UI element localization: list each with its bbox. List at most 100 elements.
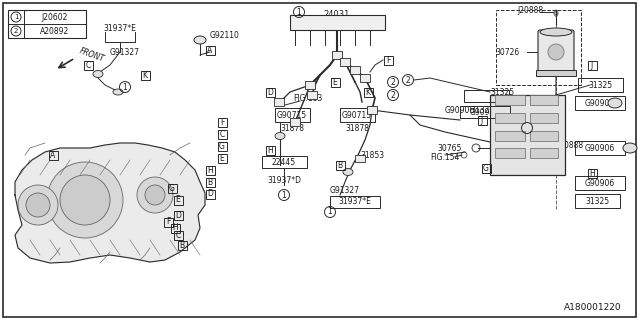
Text: G90906: G90906 — [470, 108, 500, 116]
FancyBboxPatch shape — [367, 106, 377, 114]
Text: G90906: G90906 — [585, 143, 615, 153]
Text: 1: 1 — [123, 83, 127, 92]
FancyBboxPatch shape — [360, 74, 370, 82]
Text: 31325: 31325 — [470, 106, 494, 115]
Text: 31325: 31325 — [588, 81, 612, 90]
FancyBboxPatch shape — [490, 95, 565, 175]
Ellipse shape — [93, 70, 103, 77]
Text: 2: 2 — [406, 76, 410, 84]
Ellipse shape — [113, 89, 123, 95]
FancyBboxPatch shape — [332, 51, 342, 59]
Text: 31878: 31878 — [345, 124, 369, 132]
Text: G90906: G90906 — [585, 99, 615, 108]
Text: 2: 2 — [14, 28, 18, 34]
Text: D: D — [207, 189, 213, 198]
FancyBboxPatch shape — [274, 98, 284, 106]
Text: G91327: G91327 — [330, 186, 360, 195]
Text: F: F — [166, 218, 170, 227]
Text: F: F — [386, 55, 390, 65]
Text: G: G — [169, 183, 175, 193]
Text: FIG.183: FIG.183 — [293, 93, 323, 102]
Circle shape — [26, 193, 50, 217]
FancyBboxPatch shape — [350, 66, 360, 74]
Text: 31853: 31853 — [360, 150, 384, 159]
Text: E: E — [220, 154, 225, 163]
Text: G90715: G90715 — [277, 110, 307, 119]
FancyBboxPatch shape — [495, 131, 525, 141]
Text: 2: 2 — [390, 91, 396, 100]
Text: C: C — [175, 230, 180, 239]
Text: J: J — [591, 60, 593, 69]
Text: F: F — [220, 117, 224, 126]
Text: 31325: 31325 — [585, 196, 609, 205]
FancyBboxPatch shape — [307, 91, 317, 99]
FancyBboxPatch shape — [495, 148, 525, 158]
Text: H: H — [589, 169, 595, 178]
FancyBboxPatch shape — [290, 118, 300, 126]
Text: FRONT: FRONT — [78, 46, 106, 64]
Text: A: A — [51, 150, 56, 159]
FancyBboxPatch shape — [530, 113, 558, 123]
FancyBboxPatch shape — [305, 81, 315, 89]
FancyBboxPatch shape — [538, 30, 574, 74]
Text: G90906: G90906 — [585, 179, 615, 188]
Text: C: C — [85, 60, 91, 69]
Text: E: E — [333, 77, 337, 86]
Text: H: H — [207, 165, 213, 174]
Text: G90906: G90906 — [445, 106, 475, 115]
Text: K: K — [365, 87, 371, 97]
Text: K: K — [143, 70, 147, 79]
FancyBboxPatch shape — [536, 70, 576, 76]
Text: 31937*E: 31937*E — [104, 23, 136, 33]
Text: G90715: G90715 — [342, 110, 372, 119]
Ellipse shape — [540, 28, 572, 36]
Circle shape — [18, 185, 58, 225]
Text: B: B — [207, 178, 212, 187]
FancyBboxPatch shape — [495, 113, 525, 123]
Polygon shape — [15, 143, 205, 263]
Ellipse shape — [623, 143, 637, 153]
Circle shape — [137, 177, 173, 213]
Text: 31325: 31325 — [490, 87, 514, 97]
Text: A20892: A20892 — [40, 27, 70, 36]
Text: G: G — [483, 164, 489, 172]
Text: G: G — [219, 141, 225, 150]
Text: A: A — [207, 45, 212, 54]
Text: 1: 1 — [328, 207, 332, 217]
Text: G92110: G92110 — [210, 30, 240, 39]
Text: G91327: G91327 — [110, 47, 140, 57]
Circle shape — [47, 162, 123, 238]
Text: 30726: 30726 — [496, 47, 520, 57]
Text: D: D — [175, 211, 181, 220]
Text: H: H — [172, 223, 178, 233]
Text: B: B — [337, 161, 342, 170]
Circle shape — [60, 175, 110, 225]
Ellipse shape — [275, 132, 285, 140]
Ellipse shape — [608, 98, 622, 108]
FancyBboxPatch shape — [340, 58, 350, 66]
Text: J20888: J20888 — [557, 140, 583, 149]
Text: D: D — [267, 87, 273, 97]
Text: FIG.154: FIG.154 — [430, 153, 460, 162]
FancyBboxPatch shape — [290, 15, 385, 30]
Text: G9122: G9122 — [497, 116, 522, 124]
Text: 30765: 30765 — [438, 143, 462, 153]
Text: 31937*D: 31937*D — [267, 175, 301, 185]
Text: A180001220: A180001220 — [564, 303, 622, 313]
FancyBboxPatch shape — [530, 148, 558, 158]
Ellipse shape — [343, 169, 353, 175]
Text: B: B — [179, 241, 184, 250]
Circle shape — [145, 185, 165, 205]
Text: 31937*E: 31937*E — [339, 197, 371, 206]
Text: 2: 2 — [390, 77, 396, 86]
Text: 22445: 22445 — [272, 157, 296, 166]
Text: 1: 1 — [296, 7, 301, 17]
FancyBboxPatch shape — [355, 155, 365, 162]
Text: C: C — [220, 130, 225, 139]
Text: E: E — [175, 196, 180, 204]
FancyBboxPatch shape — [530, 95, 558, 105]
Text: J20888: J20888 — [517, 5, 543, 14]
Text: o: o — [525, 125, 529, 131]
Ellipse shape — [194, 36, 206, 44]
FancyBboxPatch shape — [495, 95, 525, 105]
